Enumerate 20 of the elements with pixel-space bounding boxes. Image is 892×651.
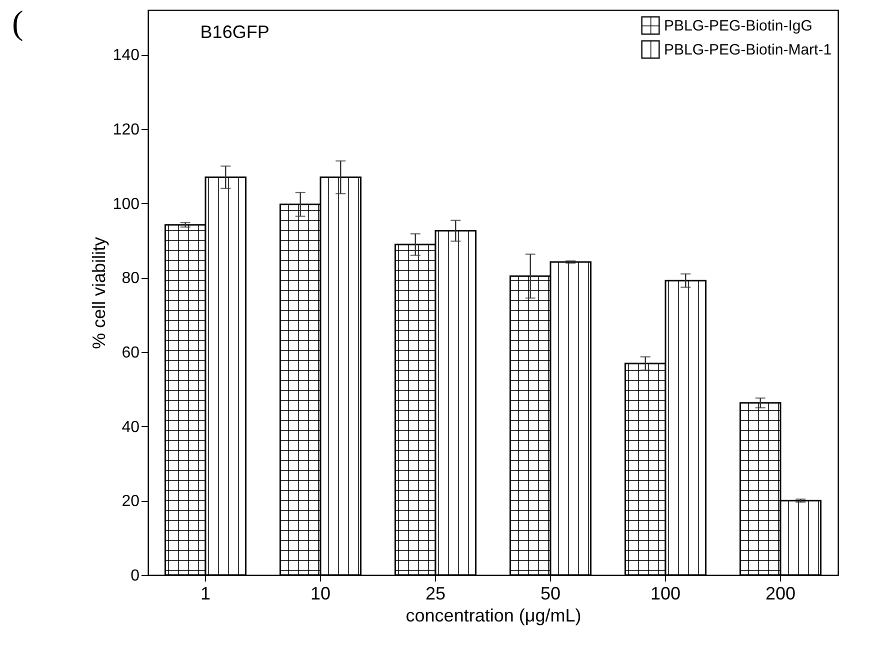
- y-tick-label: 60: [122, 344, 140, 362]
- y-tick-label: 0: [130, 568, 140, 584]
- x-tick-label: 100: [650, 584, 681, 604]
- legend-label: PBLG-PEG-Biotin-IgG: [664, 18, 812, 34]
- text: B16GFP: [200, 22, 270, 42]
- y-axis-title: % cell viability: [88, 236, 109, 350]
- x-tick-label: 10: [310, 584, 331, 604]
- legend-label: PBLG-PEG-Biotin-Mart-1: [664, 42, 832, 58]
- y-tick-label: 40: [122, 418, 140, 436]
- x-tick-label: 50: [540, 584, 561, 604]
- text: (: [12, 4, 24, 44]
- y-tick-label: 140: [112, 47, 140, 64]
- y-tick-label: 100: [112, 196, 140, 213]
- x-tick-label: 200: [765, 584, 796, 604]
- y-tick-label: 120: [112, 121, 140, 138]
- x-axis-title: concentration (μg/mL): [406, 606, 582, 626]
- x-tick-label: 1: [200, 584, 211, 604]
- y-tick-label: 80: [122, 270, 140, 288]
- x-tick-label: 25: [425, 584, 446, 604]
- y-tick-label: 20: [122, 493, 140, 510]
